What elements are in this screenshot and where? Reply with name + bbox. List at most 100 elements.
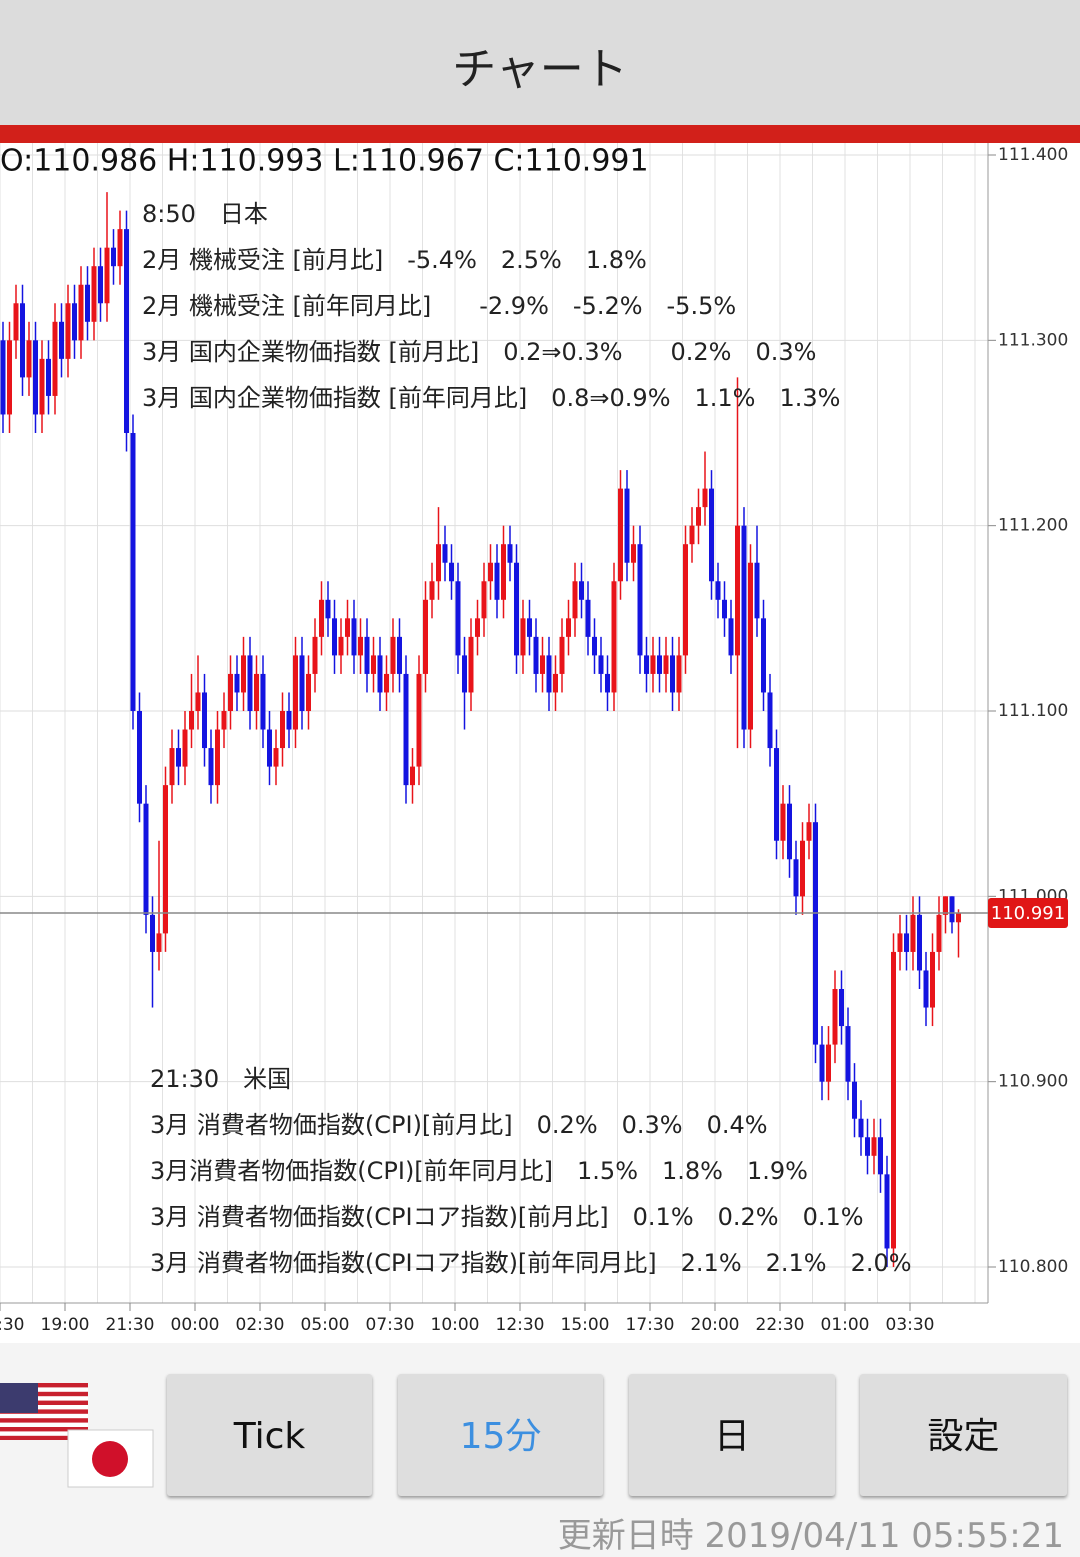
candle-body	[605, 673, 610, 693]
last-price-label: 110.991	[991, 903, 1065, 924]
candle-body	[475, 618, 480, 637]
event-text: 8:50 日本	[142, 200, 268, 228]
candle-body	[657, 655, 662, 674]
candle-body	[540, 655, 545, 674]
candle-body	[234, 673, 240, 693]
candle-body	[611, 581, 617, 693]
candle-body	[20, 303, 25, 378]
candle-body	[345, 618, 350, 637]
candle-body	[332, 618, 337, 656]
event-text: 3月 国内企業物価指数 [前月比] 0.2⇒0.3% 0.2% 0.3%	[142, 338, 816, 366]
candle-body	[325, 599, 331, 619]
candle-body	[156, 933, 162, 952]
candle-body	[767, 692, 773, 749]
candle-body	[358, 636, 363, 656]
x-tick-label: 05:00	[301, 1315, 350, 1335]
candle-body	[715, 581, 721, 600]
candle-body	[72, 303, 77, 341]
candle-body	[722, 599, 727, 619]
x-tick-label: 21:30	[106, 1315, 155, 1335]
candle-body	[33, 340, 38, 415]
y-tick-label: 111.100	[998, 701, 1068, 721]
candle-body	[572, 581, 578, 619]
candle-body	[130, 433, 136, 711]
candle-body	[52, 321, 58, 396]
candle-body	[280, 711, 285, 749]
candle-body	[104, 247, 110, 304]
candle-body	[319, 599, 324, 637]
candle-body	[709, 488, 714, 582]
candle-body	[592, 636, 597, 656]
candle-body	[7, 340, 12, 415]
candle-body	[546, 655, 552, 693]
candle-body	[748, 562, 753, 730]
candle-body	[891, 951, 896, 1249]
candle-body	[624, 488, 630, 563]
x-tick-label: 22:30	[756, 1315, 805, 1335]
x-tick-label: 17:30	[626, 1315, 675, 1335]
candle-body	[26, 340, 32, 378]
candle-body	[124, 229, 129, 433]
candle-body	[533, 636, 539, 674]
candle-body	[728, 618, 734, 656]
candle-body	[559, 636, 565, 674]
candle-body	[878, 1137, 883, 1175]
candle-body	[806, 822, 812, 841]
x-tick-label: 15:00	[561, 1315, 610, 1335]
candle-body	[507, 544, 513, 563]
candle-body	[910, 914, 916, 952]
candle-body	[481, 581, 487, 619]
candle-body	[702, 488, 708, 508]
candle-body	[735, 525, 740, 656]
candle-body	[780, 803, 786, 841]
day-button[interactable]: 日	[629, 1374, 835, 1496]
candle-body	[59, 321, 64, 359]
candle-body	[696, 507, 701, 526]
candle-body	[377, 655, 383, 693]
candle-body	[566, 618, 571, 637]
settings-button[interactable]: 設定	[860, 1374, 1067, 1496]
candle-body	[650, 655, 656, 674]
15min-button[interactable]: 15分	[398, 1374, 603, 1496]
y-tick-label: 111.400	[998, 145, 1068, 165]
candle-body	[91, 266, 97, 322]
candle-body	[13, 303, 19, 341]
candle-body	[436, 544, 441, 582]
candle-body	[312, 636, 318, 674]
candle-body	[215, 729, 220, 786]
candle-body	[930, 951, 935, 1008]
x-tick-label: 19:00	[41, 1315, 90, 1335]
candle-body	[527, 618, 532, 637]
candle-body	[793, 859, 799, 897]
candle-body	[579, 581, 584, 600]
candle-body	[670, 655, 675, 693]
candle-body	[455, 581, 461, 656]
accent-bar	[0, 125, 1080, 143]
candle-body	[98, 266, 103, 304]
candle-body	[221, 711, 227, 730]
chart-bg	[0, 143, 1080, 1343]
candle-body	[182, 729, 188, 767]
candle-body	[631, 544, 636, 563]
candle-body	[904, 933, 909, 952]
candle-body	[384, 673, 389, 693]
candle-body	[884, 1174, 890, 1249]
candle-body	[267, 729, 272, 767]
candle-body	[85, 284, 90, 322]
event-text: 3月 消費者物価指数(CPIコア指数)[前月比] 0.1% 0.2% 0.1%	[150, 1203, 864, 1231]
x-tick-label: 00:00	[171, 1315, 220, 1335]
candle-body	[0, 340, 6, 415]
x-tick-label: 10:00	[431, 1315, 480, 1335]
candle-body	[241, 655, 246, 693]
event-text: 3月 消費者物価指数(CPIコア指数)[前年同月比] 2.1% 2.1% 2.0…	[150, 1249, 912, 1277]
candle-body	[189, 711, 194, 730]
tick-button[interactable]: Tick	[167, 1374, 372, 1496]
candle-body	[403, 673, 409, 786]
x-tick-label: 03:30	[886, 1315, 935, 1335]
candle-body	[943, 896, 948, 915]
candle-body	[78, 284, 84, 341]
event-text: 3月消費者物価指数(CPI)[前年同月比] 1.5% 1.8% 1.9%	[150, 1157, 808, 1185]
candle-body	[813, 822, 818, 1045]
candle-body	[553, 673, 558, 693]
